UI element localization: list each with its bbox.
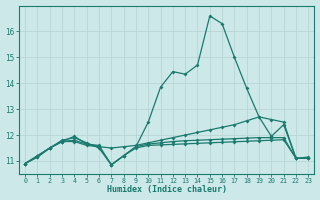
X-axis label: Humidex (Indice chaleur): Humidex (Indice chaleur) (107, 185, 227, 194)
